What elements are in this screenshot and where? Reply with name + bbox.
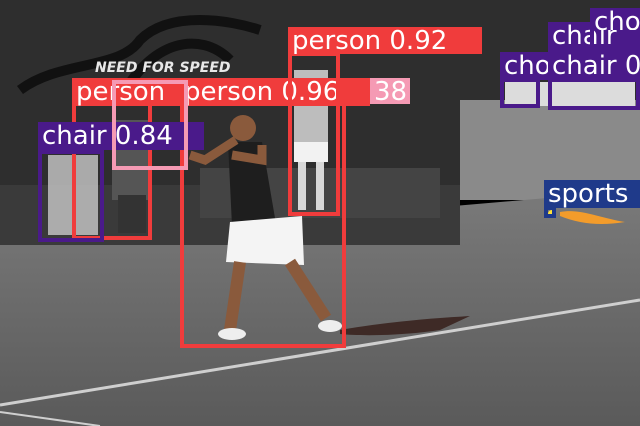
ball-kid-leg-left bbox=[298, 162, 306, 210]
pink-box-label: 38 bbox=[370, 78, 410, 104]
court-line bbox=[0, 298, 640, 407]
player-arm-right bbox=[231, 145, 267, 166]
chair-top-b-bbox bbox=[500, 78, 540, 108]
sports-ball-label: sports bbox=[544, 180, 640, 208]
chair-top-d-label: cho bbox=[590, 8, 640, 30]
chair-top-b-label: cho bbox=[500, 52, 548, 80]
person-center-label: person 0.96 bbox=[180, 78, 370, 106]
player-leg-left bbox=[224, 261, 246, 331]
court-line-2 bbox=[0, 411, 101, 426]
ball-kid-shorts bbox=[294, 142, 328, 162]
chair-left-label: chair 0.84 bbox=[38, 122, 204, 150]
pink-box-bbox bbox=[112, 80, 188, 170]
player-shadow bbox=[340, 316, 470, 336]
sponsor-banner-text: NEED FOR SPEED bbox=[95, 60, 231, 76]
sports-ball-bbox bbox=[544, 206, 556, 218]
chair-top-c-label: chair 0 bbox=[548, 52, 640, 80]
player-shorts bbox=[226, 216, 304, 265]
player-arm-left bbox=[188, 136, 239, 165]
player-shoe-left bbox=[218, 328, 246, 340]
player-leg-right bbox=[284, 258, 332, 322]
chair-top-c-bbox bbox=[548, 78, 640, 110]
person-right-bbox bbox=[288, 52, 340, 216]
ball-flame-trail bbox=[560, 211, 625, 224]
player-shoe-right bbox=[318, 320, 342, 332]
ball-kid-leg-right bbox=[316, 162, 324, 210]
stand-seats bbox=[505, 82, 635, 106]
left-person-legs bbox=[118, 195, 146, 233]
chair-left-bbox bbox=[38, 150, 104, 242]
person-right-label: person 0.92 bbox=[288, 27, 482, 54]
player-head bbox=[230, 115, 256, 141]
